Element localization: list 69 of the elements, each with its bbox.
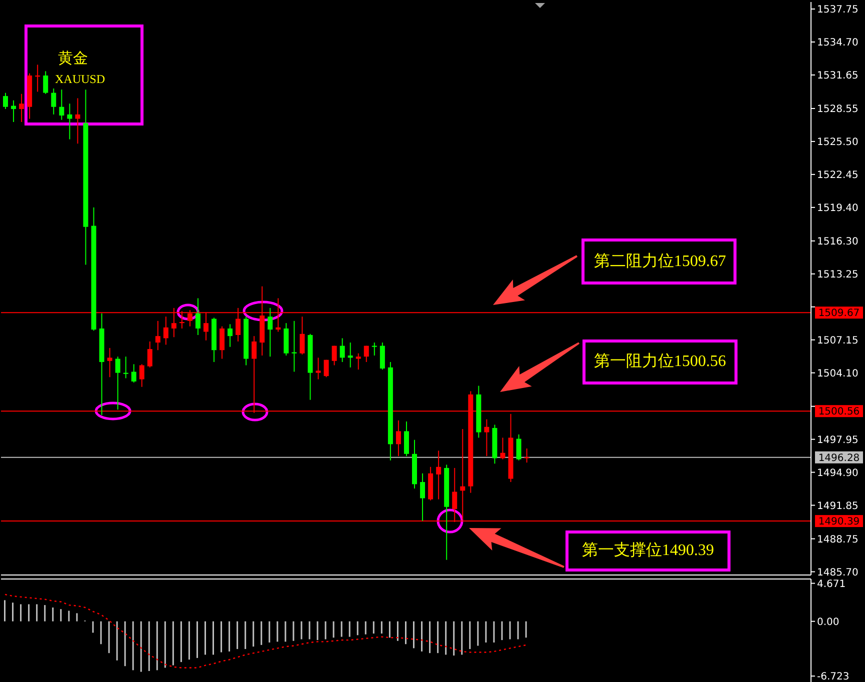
candlestick [316,357,321,380]
text: 黄金 [58,50,88,68]
candlestick [340,338,345,363]
candlestick [131,364,136,384]
y-tick-label: 1531.65 [817,70,858,82]
ref-line-label: 1500.56 [818,406,860,418]
y-tick-label: 1537.75 [817,4,858,16]
y-tick-label: 1519.40 [817,202,858,214]
annotation: 第一支撑位1490.39 [582,540,714,559]
y-tick-label: 1525.50 [817,137,858,148]
candlestick [348,342,353,368]
candlestick [364,345,369,363]
y-tick-label: 1497.95 [817,434,858,446]
candlestick [292,320,297,372]
candlestick [139,364,144,388]
candlestick [220,326,225,360]
candlestick [332,345,337,366]
text: XAUUSD [54,72,106,86]
annotation: 第二阻力位1509.67 [594,252,726,270]
candlestick [268,307,273,358]
candlestick [356,352,361,370]
y-tick-label: 1522.45 [817,170,858,181]
y-tick-label: 1504.10 [817,368,858,380]
candlestick [3,92,8,110]
candlestick [228,324,233,348]
y-tick-label: 1485.70 [817,567,858,578]
y-tick-label: -6.723 [817,672,850,682]
candlestick [300,316,305,355]
candlestick [195,298,200,336]
candlestick [75,98,80,144]
candlestick [420,472,426,522]
y-tick-label: 1534.70 [817,38,858,49]
candlestick [524,448,530,464]
candlestick [396,420,401,457]
ref-line-label: 1490.39 [818,516,860,528]
candlestick [436,450,442,500]
y-tick-label: 1488.75 [817,534,858,546]
line-series [4,594,527,668]
candlestick [163,316,168,346]
candlestick [51,88,56,115]
candlestick [67,103,72,140]
y-tick-label: 1516.30 [817,236,858,248]
candlestick [404,420,409,457]
candlestick [380,342,385,370]
candlestick [43,70,48,94]
candlestick [155,320,160,351]
candlestick [372,342,377,356]
candlestick [324,359,329,378]
y-tick-label: 1507.15 [817,335,858,346]
candlestick [484,418,490,457]
candlestick [516,434,522,461]
annotation: 第一阻力位1500.56 [594,352,726,370]
y-tick-label: 1513.25 [817,269,858,280]
candlestick [11,100,16,123]
candlestick [123,356,128,379]
candlestick [35,64,40,92]
candlestick [19,93,24,123]
candlestick [500,437,506,460]
ref-line-label: 1496.28 [818,452,860,464]
y-tick-label: 0.00 [817,616,840,628]
y-tick-label: 1491.85 [817,500,858,512]
y-tick-label: 1494.90 [817,468,858,479]
ref-line-label: 1509.67 [818,308,860,320]
candlestick [107,347,112,378]
candlestick [59,89,64,120]
candlestick [115,356,120,410]
candlestick [147,340,152,368]
y-tick-label: 1528.55 [817,104,858,116]
y-tick-label: 4.671 [817,578,846,590]
